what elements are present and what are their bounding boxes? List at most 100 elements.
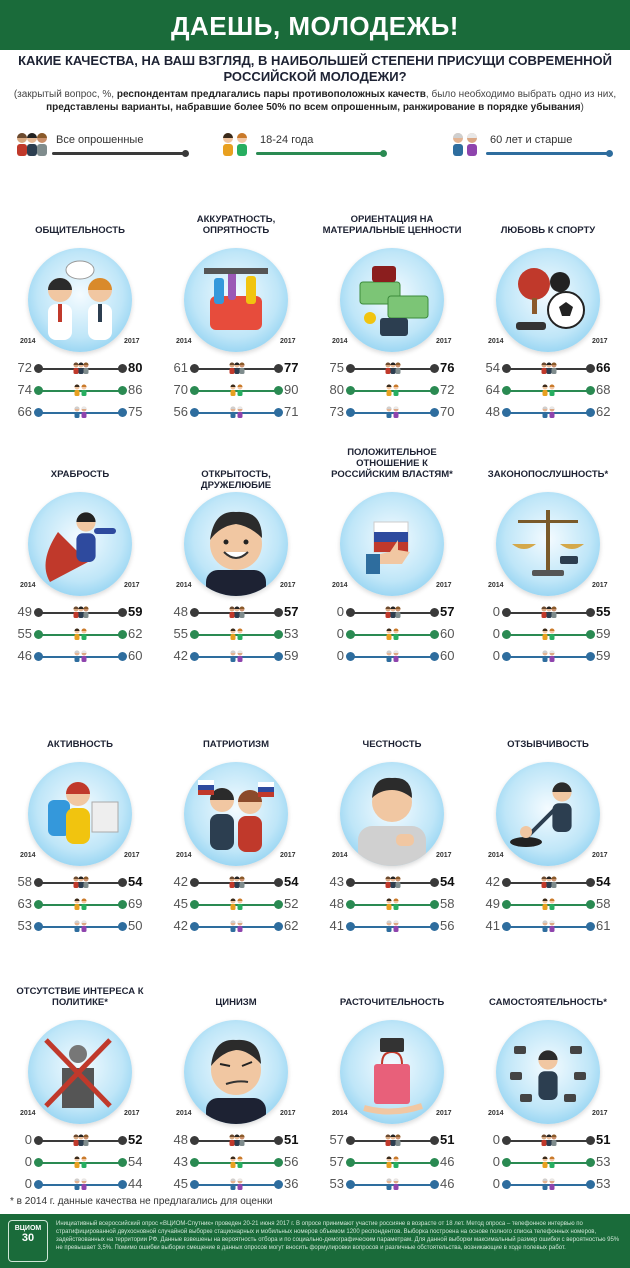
- methodology-text: Инициативный всероссийский опрос «ВЦИОМ-…: [56, 1221, 620, 1251]
- people-icon: [72, 626, 90, 640]
- people-icon: [228, 1154, 246, 1168]
- quality-panel: ПАТРИОТИЗМ 2014 2017 42 54 45 52 42 62: [166, 690, 306, 933]
- dumbbell-line: [506, 390, 590, 392]
- dot-2014: [34, 878, 43, 887]
- value-2014: 46: [17, 648, 32, 663]
- value-row-all: 42 54: [166, 874, 306, 890]
- value-2014: 0: [24, 1176, 32, 1191]
- value-row-young: 57 46: [322, 1154, 462, 1170]
- value-2017: 55: [596, 604, 611, 619]
- footnote: * в 2014 г. данные качества не предлагал…: [10, 1196, 273, 1207]
- dot-2014: [346, 608, 355, 617]
- value-2014: 42: [173, 874, 188, 889]
- value-2014: 56: [173, 404, 188, 419]
- crossed-podium-icon: [28, 1020, 132, 1124]
- value-2014: 72: [17, 360, 32, 375]
- dumbbell-line: [194, 1184, 278, 1186]
- quality-title: ОТСУТСТВИЕ ИНТЕРЕСА К ПОЛИТИКЕ*: [16, 986, 144, 1008]
- year-end-label: 2017: [592, 852, 608, 859]
- quality-panel: АККУРАТНОСТЬ, ОПРЯТНОСТЬ 2014 2017 61 77 70 90…: [166, 176, 306, 419]
- quality-panel: ЗАКОНОПОСЛУШНОСТЬ* 2014 2017 0 55 0 59 0 59: [478, 420, 618, 663]
- dot-2014: [346, 408, 355, 417]
- people-icon: [72, 874, 90, 888]
- dot-2014: [190, 1136, 199, 1145]
- multitasking-icon: [496, 1020, 600, 1124]
- value-row-old: 0 44: [10, 1176, 150, 1192]
- dumbbell-line: [506, 412, 590, 414]
- value-row-young: 45 52: [166, 896, 306, 912]
- dot-2014: [34, 1158, 43, 1167]
- page-title: ДАЕШЬ, МОЛОДЕЖЬ!: [0, 0, 630, 50]
- people-icon: [228, 604, 246, 618]
- dot-2014: [34, 1180, 43, 1189]
- value-row-all: 54 66: [478, 360, 618, 376]
- year-end-label: 2017: [592, 1110, 608, 1117]
- dot-2014: [502, 1180, 511, 1189]
- people-icon: [540, 874, 558, 888]
- dot-2017: [586, 386, 595, 395]
- quality-title: ЦИНИЗМ: [215, 997, 257, 1008]
- people-icon: [228, 626, 246, 640]
- dot-2014: [502, 878, 511, 887]
- value-2017: 51: [440, 1132, 455, 1147]
- year-end-label: 2017: [436, 338, 452, 345]
- dot-2014: [502, 408, 511, 417]
- quality-panel: ОРИЕНТАЦИЯ НА МАТЕРИАЛЬНЫЕ ЦЕННОСТИ 2014 2…: [322, 176, 462, 419]
- dot-2014: [34, 922, 43, 931]
- dot-2017: [118, 608, 127, 617]
- dot-2014: [34, 652, 43, 661]
- dot-2014: [346, 1158, 355, 1167]
- year-end-label: 2017: [280, 582, 296, 589]
- dumbbell-line: [38, 1162, 122, 1164]
- people-icon: [228, 404, 246, 418]
- dot-2014: [502, 386, 511, 395]
- dumbbell-line: [350, 1184, 434, 1186]
- value-row-old: 42 62: [166, 918, 306, 934]
- flag-people-icon: [184, 762, 288, 866]
- dot-2017: [430, 408, 439, 417]
- people-icon: [228, 1132, 246, 1146]
- dot-2014: [346, 1180, 355, 1189]
- value-2014: 49: [17, 604, 32, 619]
- year-end-label: 2017: [124, 338, 140, 345]
- dot-2014: [34, 408, 43, 417]
- survey-question: КАКИЕ КАЧЕСТВА, НА ВАШ ВЗГЛЯД, В НАИБОЛЬ…: [18, 53, 612, 84]
- value-row-young: 43 56: [166, 1154, 306, 1170]
- value-2014: 43: [173, 1154, 188, 1169]
- dot-2014: [34, 630, 43, 639]
- value-row-old: 0 53: [478, 1176, 618, 1192]
- people-icon: [384, 360, 402, 374]
- dumbbell-line: [350, 656, 434, 658]
- value-2014: 80: [329, 382, 344, 397]
- value-row-old: 73 70: [322, 404, 462, 420]
- dumbbell-line: [350, 904, 434, 906]
- dot-2017: [274, 1180, 283, 1189]
- dot-2017: [586, 408, 595, 417]
- dot-2014: [190, 386, 199, 395]
- legend-line: [256, 150, 387, 157]
- dot-2014: [190, 364, 199, 373]
- value-2014: 48: [329, 896, 344, 911]
- value-2014: 54: [485, 360, 500, 375]
- superhero-icon: [28, 492, 132, 596]
- people-icon: [228, 896, 246, 910]
- people-icon: [384, 896, 402, 910]
- dot-2017: [586, 878, 595, 887]
- value-2017: 54: [284, 874, 299, 889]
- value-2014: 42: [485, 874, 500, 889]
- quality-panel: ОТСУТСТВИЕ ИНТЕРЕСА К ПОЛИТИКЕ* 2014 2017 0…: [10, 948, 150, 1191]
- year-start-label: 2014: [20, 1110, 36, 1117]
- year-end-label: 2017: [280, 1110, 296, 1117]
- dumbbell-line: [506, 656, 590, 658]
- value-row-old: 41 61: [478, 918, 618, 934]
- people-icon: [384, 626, 402, 640]
- value-2017: 62: [284, 918, 299, 933]
- value-row-all: 57 51: [322, 1132, 462, 1148]
- value-2017: 76: [440, 360, 455, 375]
- year-end-label: 2017: [124, 1110, 140, 1117]
- quality-title: ЛЮБОВЬ К СПОРТУ: [500, 225, 596, 236]
- legend-label: Все опрошенные: [56, 134, 144, 146]
- year-end-label: 2017: [436, 1110, 452, 1117]
- dumbbell-line: [38, 412, 122, 414]
- value-row-all: 0 52: [10, 1132, 150, 1148]
